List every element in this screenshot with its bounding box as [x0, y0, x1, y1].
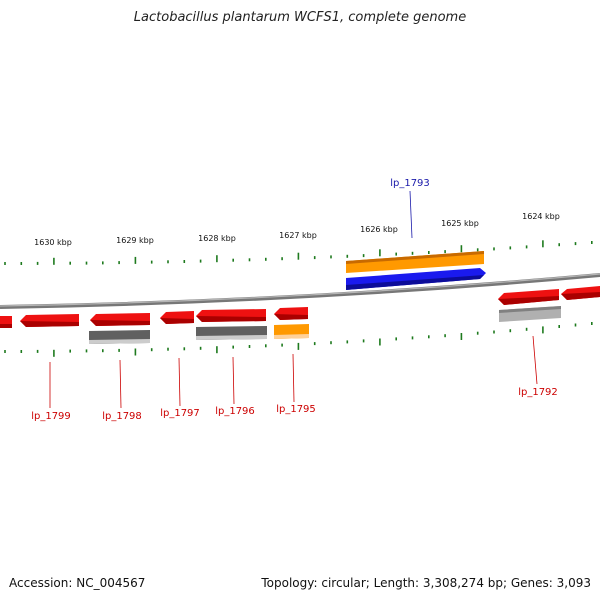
scale-label: 1628 kbp: [198, 234, 236, 243]
cds-feature-shade: [160, 318, 194, 324]
leader-line: [409, 190, 413, 239]
lower-tick-row: [4, 322, 593, 357]
cds-feature-shade: [561, 292, 600, 300]
feature-lp-1792[interactable]: [498, 289, 561, 322]
rna-feature-shade: [274, 334, 309, 339]
cds-feature-left-edge[interactable]: [0, 316, 12, 328]
scale-label: 1624 kbp: [522, 212, 560, 221]
cds-feature-right-edge[interactable]: [561, 286, 600, 300]
feature-label[interactable]: lp_1797: [160, 408, 200, 419]
feature-label[interactable]: lp_1792: [518, 387, 558, 398]
genome-backbone-highlight: [0, 273, 600, 307]
cds-feature-shade: [0, 324, 12, 328]
rna-feature-shade: [346, 251, 484, 264]
feature-label[interactable]: lp_1795: [276, 404, 316, 415]
leader-line: [119, 359, 122, 409]
cds-feature-shade: [90, 320, 150, 326]
scale-label: 1629 kbp: [116, 236, 154, 245]
feature-lp-1797[interactable]: [160, 311, 194, 324]
cds-feature-shade: [196, 316, 266, 322]
leader-line: [178, 357, 181, 407]
cds-feature-shade: [498, 296, 559, 305]
feature-label[interactable]: lp_1793: [390, 178, 430, 189]
feature-lp-1795[interactable]: [274, 307, 309, 339]
feature-label[interactable]: lp_1799: [31, 411, 71, 422]
gene-feature-shade: [196, 335, 267, 340]
map-title: Lactobacillus plantarum WCFS1, complete …: [133, 10, 467, 25]
genome-backbone: [0, 273, 600, 309]
feature-lp-1793[interactable]: [346, 251, 486, 290]
accession-text: Accession: NC_004567: [9, 576, 146, 590]
selected-cds-feature-shade: [346, 273, 486, 290]
upper-tick-row: [4, 240, 593, 265]
feature-labels: lp_1799 lp_1798 lp_1797 lp_1796 lp_1795 …: [31, 178, 558, 422]
feature-lp-1799[interactable]: [20, 314, 79, 327]
cds-feature-shade: [274, 314, 308, 320]
leader-line: [532, 335, 538, 385]
feature-label[interactable]: lp_1796: [215, 406, 255, 417]
genome-stats-text: Topology: circular; Length: 3,308,274 bp…: [261, 576, 591, 590]
gene-feature-shade: [89, 339, 150, 344]
feature-label[interactable]: lp_1798: [102, 411, 142, 422]
feature-lp-1798[interactable]: [89, 313, 150, 344]
feature-lp-1796[interactable]: [196, 309, 267, 340]
label-leader-lines: [49, 190, 538, 409]
leader-line: [232, 356, 235, 405]
gene-feature-shade: [499, 306, 561, 313]
scale-labels: 1630 kbp 1629 kbp 1628 kbp 1627 kbp 1626…: [34, 212, 560, 247]
scale-label: 1625 kbp: [441, 219, 479, 228]
cds-feature-shade: [20, 321, 79, 327]
scale-label: 1626 kbp: [360, 225, 398, 234]
scale-label: 1627 kbp: [279, 231, 317, 240]
scale-label: 1630 kbp: [34, 238, 72, 247]
leader-line: [292, 353, 295, 403]
